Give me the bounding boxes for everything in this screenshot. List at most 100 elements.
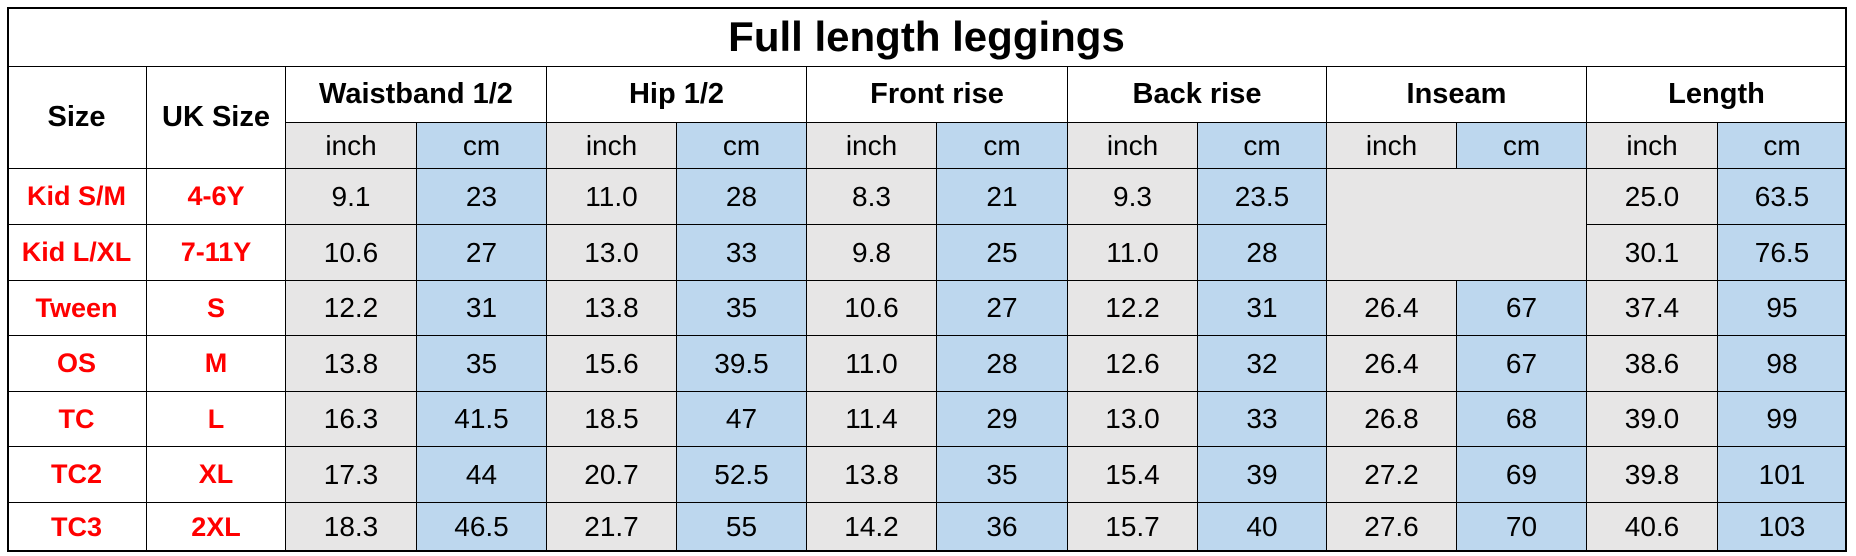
- group-header: Waistband 1/2: [286, 67, 547, 123]
- size-label: TC2: [7, 447, 147, 503]
- group-header: Front rise: [807, 67, 1068, 123]
- value-cell: 26.8: [1327, 392, 1457, 447]
- value-cell: 39.5: [677, 336, 807, 392]
- value-cell: 10.6: [807, 281, 937, 336]
- value-cell: 69: [1457, 447, 1587, 503]
- value-cell: 39.0: [1587, 392, 1718, 447]
- value-cell: 44: [417, 447, 547, 503]
- value-cell: 25.0: [1587, 169, 1718, 225]
- value-cell: 23.5: [1198, 169, 1327, 225]
- value-cell: 101: [1718, 447, 1847, 503]
- value-cell: 13.0: [1068, 392, 1198, 447]
- empty-cell: [1457, 225, 1587, 281]
- value-cell: 46.5: [417, 503, 547, 552]
- value-cell: 29: [937, 392, 1068, 447]
- value-cell: 26.4: [1327, 281, 1457, 336]
- uk-size-label: S: [147, 281, 286, 336]
- value-cell: 20.7: [547, 447, 677, 503]
- value-cell: 9.1: [286, 169, 417, 225]
- value-cell: 67: [1457, 281, 1587, 336]
- value-cell: 15.7: [1068, 503, 1198, 552]
- value-cell: 10.6: [286, 225, 417, 281]
- size-label: TC: [7, 392, 147, 447]
- unit-header: cm: [677, 123, 807, 169]
- unit-header: cm: [1718, 123, 1847, 169]
- value-cell: 11.0: [807, 336, 937, 392]
- unit-header: cm: [417, 123, 547, 169]
- value-cell: 70: [1457, 503, 1587, 552]
- unit-header: inch: [286, 123, 417, 169]
- value-cell: 47: [677, 392, 807, 447]
- unit-header: inch: [1327, 123, 1457, 169]
- size-label: Tween: [7, 281, 147, 336]
- title: Full length leggings: [7, 7, 1847, 67]
- value-cell: 31: [1198, 281, 1327, 336]
- value-cell: 15.6: [547, 336, 677, 392]
- value-cell: 28: [937, 336, 1068, 392]
- value-cell: 28: [677, 169, 807, 225]
- value-cell: 13.8: [807, 447, 937, 503]
- uk-size-label: L: [147, 392, 286, 447]
- size-label: Kid S/M: [7, 169, 147, 225]
- value-cell: 55: [677, 503, 807, 552]
- value-cell: 35: [677, 281, 807, 336]
- empty-cell: [1327, 169, 1457, 225]
- group-header: Back rise: [1068, 67, 1327, 123]
- value-cell: 13.0: [547, 225, 677, 281]
- value-cell: 63.5: [1718, 169, 1847, 225]
- value-cell: 9.8: [807, 225, 937, 281]
- value-cell: 103: [1718, 503, 1847, 552]
- value-cell: 32: [1198, 336, 1327, 392]
- value-cell: 27: [937, 281, 1068, 336]
- value-cell: 14.2: [807, 503, 937, 552]
- value-cell: 30.1: [1587, 225, 1718, 281]
- value-cell: 11.0: [547, 169, 677, 225]
- value-cell: 98: [1718, 336, 1847, 392]
- value-cell: 15.4: [1068, 447, 1198, 503]
- value-cell: 40: [1198, 503, 1327, 552]
- value-cell: 27: [417, 225, 547, 281]
- empty-cell: [1327, 225, 1457, 281]
- unit-header: inch: [1068, 123, 1198, 169]
- value-cell: 12.2: [286, 281, 417, 336]
- value-cell: 67: [1457, 336, 1587, 392]
- empty-cell: [1457, 169, 1587, 225]
- size-label: Kid L/XL: [7, 225, 147, 281]
- value-cell: 8.3: [807, 169, 937, 225]
- uk-size-label: XL: [147, 447, 286, 503]
- value-cell: 76.5: [1718, 225, 1847, 281]
- group-header: Inseam: [1327, 67, 1587, 123]
- unit-header: inch: [807, 123, 937, 169]
- value-cell: 38.6: [1587, 336, 1718, 392]
- value-cell: 26.4: [1327, 336, 1457, 392]
- uk-size-label: 7-11Y: [147, 225, 286, 281]
- value-cell: 18.5: [547, 392, 677, 447]
- value-cell: 11.4: [807, 392, 937, 447]
- value-cell: 40.6: [1587, 503, 1718, 552]
- value-cell: 13.8: [547, 281, 677, 336]
- value-cell: 27.2: [1327, 447, 1457, 503]
- value-cell: 12.2: [1068, 281, 1198, 336]
- value-cell: 39.8: [1587, 447, 1718, 503]
- value-cell: 99: [1718, 392, 1847, 447]
- value-cell: 18.3: [286, 503, 417, 552]
- value-cell: 68: [1457, 392, 1587, 447]
- value-cell: 35: [417, 336, 547, 392]
- value-cell: 27.6: [1327, 503, 1457, 552]
- value-cell: 52.5: [677, 447, 807, 503]
- value-cell: 33: [677, 225, 807, 281]
- group-header: Hip 1/2: [547, 67, 807, 123]
- unit-header: cm: [1457, 123, 1587, 169]
- value-cell: 35: [937, 447, 1068, 503]
- value-cell: 33: [1198, 392, 1327, 447]
- value-cell: 21.7: [547, 503, 677, 552]
- value-cell: 41.5: [417, 392, 547, 447]
- uk-size-label: 2XL: [147, 503, 286, 552]
- column-header: Size: [7, 67, 147, 169]
- value-cell: 36: [937, 503, 1068, 552]
- unit-header: inch: [1587, 123, 1718, 169]
- value-cell: 17.3: [286, 447, 417, 503]
- value-cell: 31: [417, 281, 547, 336]
- value-cell: 16.3: [286, 392, 417, 447]
